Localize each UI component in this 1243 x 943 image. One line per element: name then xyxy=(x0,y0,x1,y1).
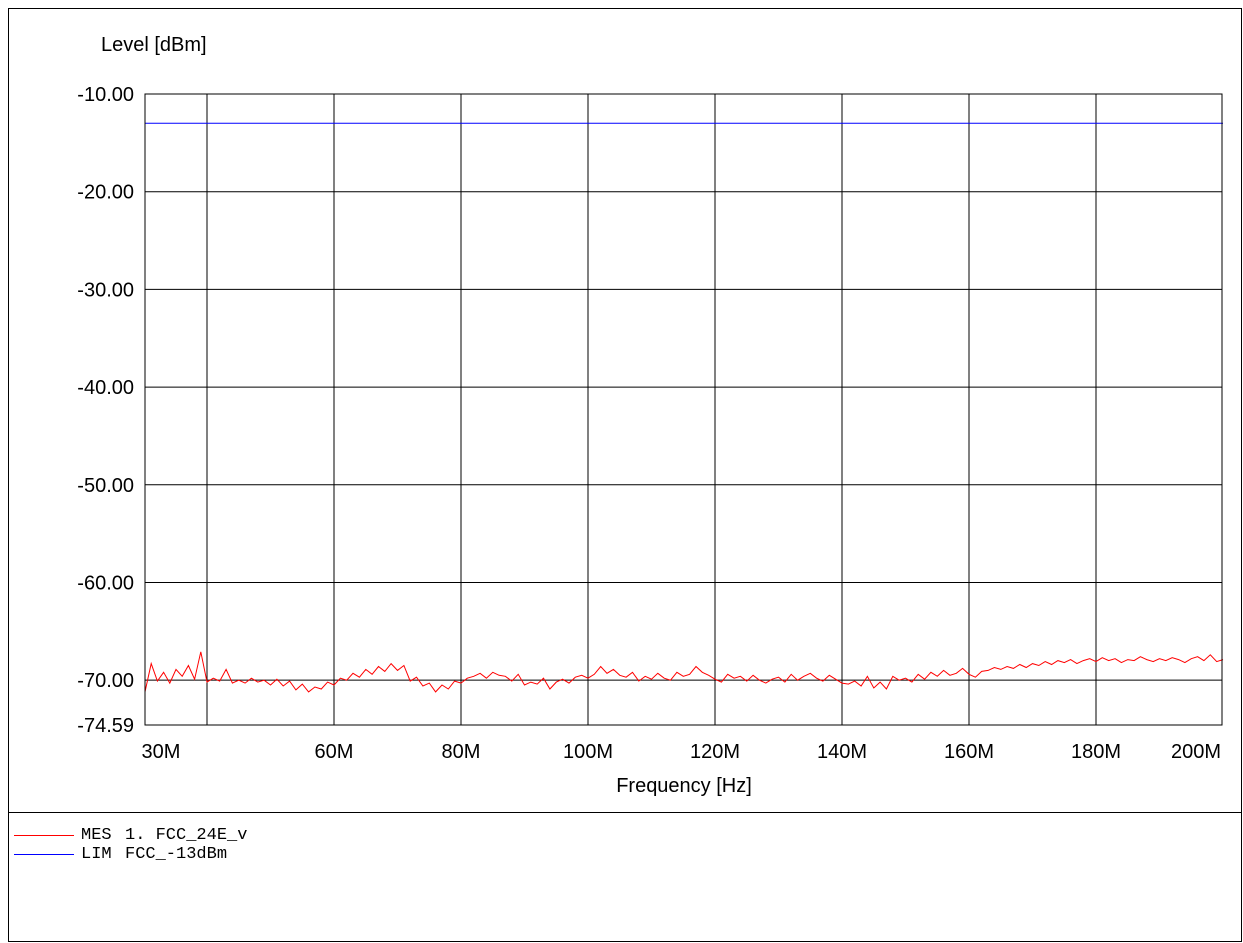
x-axis-label: Frequency [Hz] xyxy=(616,775,752,797)
y-tick-label: -30.00 xyxy=(77,279,134,301)
legend-item-mes: MES 1. FCC_24E_v xyxy=(14,826,247,845)
y-ticks: -10.00 -20.00 -30.00 -40.00 -50.00 -60.00 -70.… xyxy=(77,84,134,737)
series-layer xyxy=(144,122,1224,693)
x-tick-label: 200M xyxy=(1171,741,1221,763)
y-tick-label: -74.59 xyxy=(77,715,134,737)
x-tick-label: 120M xyxy=(690,741,740,763)
y-axis-label: Level [dBm] xyxy=(101,34,207,56)
y-tick-label: -60.00 xyxy=(77,572,134,594)
grid xyxy=(145,94,1222,725)
legend-item-lim: LIM FCC_-13dBm xyxy=(14,845,247,864)
x-tick-label: 80M xyxy=(442,741,481,763)
x-tick-label: 30M xyxy=(142,741,181,763)
y-tick-label: -40.00 xyxy=(77,377,134,399)
legend-swatch-mes xyxy=(14,835,74,836)
legend-tag-mes: MES xyxy=(81,826,112,845)
x-tick-label: 140M xyxy=(817,741,867,763)
y-tick-label: -70.00 xyxy=(77,670,134,692)
y-tick-label: -20.00 xyxy=(77,182,134,204)
x-ticks: 30M 60M 80M 100M 120M 140M 160M 180M 200M xyxy=(142,741,1221,763)
chart-frame xyxy=(8,8,1242,942)
legend-name-lim: FCC_-13dBm xyxy=(125,845,228,864)
legend-name-mes: 1. FCC_24E_v xyxy=(125,826,248,845)
plot-border xyxy=(144,93,1223,726)
x-tick-label: 180M xyxy=(1071,741,1121,763)
legend: MES 1. FCC_24E_v LIM FCC_-13dBm xyxy=(14,826,247,864)
x-tick-label: 60M xyxy=(315,741,354,763)
legend-divider xyxy=(8,812,1242,813)
legend-swatch-lim xyxy=(14,854,74,855)
x-tick-label: 160M xyxy=(944,741,994,763)
y-tick-label: -50.00 xyxy=(77,475,134,497)
x-tick-label: 100M xyxy=(563,741,613,763)
series-line-mes xyxy=(144,651,1224,693)
legend-tag-lim: LIM xyxy=(81,845,112,864)
y-tick-label: -10.00 xyxy=(77,84,134,106)
